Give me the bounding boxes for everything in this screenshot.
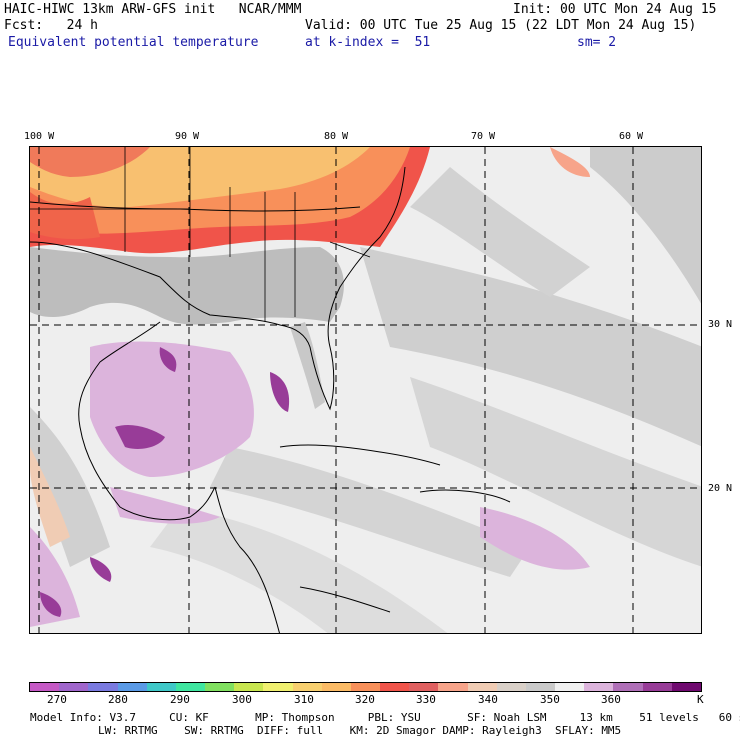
colorbar-tick-350: 350 bbox=[540, 693, 560, 706]
colorbar-swatch-17 bbox=[525, 683, 556, 691]
colorbar-swatch-2 bbox=[88, 683, 118, 691]
colorbar-tick-280: 280 bbox=[108, 693, 128, 706]
lat-label-20n: 20 N bbox=[708, 483, 733, 494]
map-panel bbox=[29, 146, 702, 634]
colorbar-swatch-4 bbox=[146, 683, 176, 691]
colorbar-swatch-10 bbox=[321, 683, 351, 691]
colorbar-swatch-5 bbox=[175, 683, 206, 691]
colorbar-tick-340: 340 bbox=[478, 693, 498, 706]
colorbar-swatch-13 bbox=[409, 683, 439, 691]
colorbar-tick-290: 290 bbox=[170, 693, 190, 706]
valid-time: Valid: 00 UTC Tue 25 Aug 15 (22 LDT Mon … bbox=[305, 18, 697, 33]
colorbar-swatch-19 bbox=[584, 683, 614, 691]
colorbar-swatch-18 bbox=[555, 683, 585, 691]
colorbar-swatch-21 bbox=[642, 683, 672, 691]
footer-line-1: Model Info: V3.7 CU: KF MP: Thompson PBL… bbox=[30, 711, 740, 724]
colorbar-swatch-22 bbox=[671, 683, 701, 691]
colorbar-tick-320: 320 bbox=[355, 693, 375, 706]
colorbar-swatch-15 bbox=[467, 683, 497, 691]
colorbar-tick-270: 270 bbox=[47, 693, 67, 706]
lon-label-60w: 60 W bbox=[619, 131, 644, 142]
lon-label-80w: 80 W bbox=[324, 131, 349, 142]
lon-label-100w: 100 W bbox=[24, 131, 55, 142]
colorbar-swatch-6 bbox=[205, 683, 235, 691]
level-info: at k-index = 51 bbox=[305, 35, 431, 50]
colorbar-tick-310: 310 bbox=[294, 693, 314, 706]
colorbar-swatch-8 bbox=[263, 683, 293, 691]
colorbar-swatch-11 bbox=[350, 683, 381, 691]
model-title: HAIC-HIWC 13km ARW-GFS init NCAR/MMM bbox=[4, 2, 302, 17]
colorbar-swatch-12 bbox=[380, 683, 410, 691]
colorbar-tick-300: 300 bbox=[232, 693, 252, 706]
colorbar-swatch-1 bbox=[59, 683, 89, 691]
colorbar-swatch-14 bbox=[438, 683, 468, 691]
theta-e-field bbox=[30, 147, 701, 633]
lon-label-70w: 70 W bbox=[471, 131, 496, 142]
colorbar-unit: K bbox=[697, 693, 704, 706]
footer-line-2: LW: RRTMG SW: RRTMG DIFF: full KM: 2D Sm… bbox=[98, 724, 622, 737]
lon-label-90w: 90 W bbox=[175, 131, 200, 142]
colorbar-swatch-20 bbox=[613, 683, 643, 691]
colorbar-tick-360: 360 bbox=[601, 693, 621, 706]
smoothing-info: sm= 2 bbox=[577, 35, 617, 50]
colorbar-swatch-7 bbox=[234, 683, 264, 691]
colorbar bbox=[29, 682, 702, 692]
colorbar-swatch-9 bbox=[292, 683, 322, 691]
colorbar-swatch-16 bbox=[496, 683, 526, 691]
field-name: Equivalent potential temperature bbox=[8, 35, 259, 50]
forecast-hour: Fcst: 24 h bbox=[4, 18, 98, 33]
init-time: Init: 00 UTC Mon 24 Aug 15 bbox=[513, 2, 717, 17]
colorbar-swatch-0 bbox=[30, 683, 60, 691]
colorbar-tick-330: 330 bbox=[416, 693, 436, 706]
colorbar-swatch-3 bbox=[117, 683, 147, 691]
lat-label-30n: 30 N bbox=[708, 319, 733, 330]
